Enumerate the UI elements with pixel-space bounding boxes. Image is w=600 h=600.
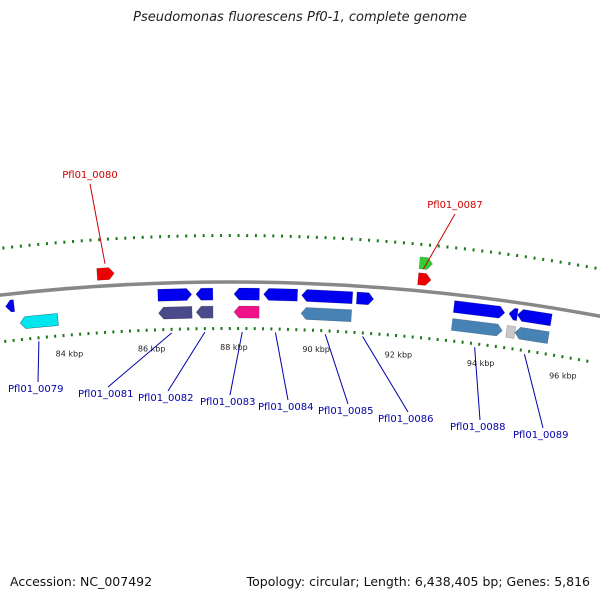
gene-label: Pfl01_0088 (450, 422, 506, 433)
accession-label: Accession: NC_007492 (10, 574, 153, 589)
inner-tick (577, 357, 581, 362)
gene-label: Pfl01_0084 (258, 402, 314, 413)
gene-label-leader (422, 213, 456, 270)
gene-arrow (195, 305, 214, 319)
gene-label: Pfl01_0086 (378, 414, 434, 425)
gene-arrow (19, 313, 59, 329)
kbp-label: 88 kbp (220, 343, 248, 352)
topology-summary: Topology: circular; Length: 6,438,405 bp… (246, 574, 590, 589)
gene-arrow (418, 256, 433, 270)
gene-label-leader (37, 341, 40, 383)
gene-arrow (450, 318, 503, 337)
gene-arrow (505, 325, 517, 339)
gene-arrow (452, 300, 506, 319)
gene-label: Pfl01_0087 (427, 200, 483, 211)
gene-label: Pfl01_0079 (8, 384, 64, 395)
inner-tick (561, 355, 564, 359)
gene-label-leader (229, 331, 243, 396)
gene-label: Pfl01_0089 (513, 430, 569, 441)
gene-arrow (96, 267, 115, 281)
gene-arrow (301, 289, 354, 305)
gene-label-leader (107, 332, 173, 388)
gene-label-leader (362, 336, 409, 413)
gene-label: Pfl01_0080 (62, 170, 118, 181)
gene-label: Pfl01_0082 (138, 393, 194, 404)
gene-label-leader (274, 332, 289, 401)
kbp-label: 86 kbp (138, 345, 166, 354)
kbp-label: 90 kbp (302, 345, 330, 354)
gene-label-leader (167, 331, 206, 392)
gene-arrow (300, 307, 353, 323)
gene-label-leader (474, 347, 481, 421)
inner-tick (586, 359, 589, 363)
gene-label-leader (324, 334, 349, 405)
outer-tick (576, 263, 580, 267)
genome-title: Pseudomonas fluorescens Pf0-1, complete … (133, 10, 467, 25)
gene-label: Pfl01_0083 (200, 397, 256, 408)
kbp-label: 84 kbp (56, 350, 84, 359)
gene-arrow (517, 309, 553, 327)
kbp-label: 96 kbp (549, 372, 577, 381)
inner-tick (569, 356, 572, 360)
gene-label: Pfl01_0081 (78, 389, 134, 400)
kbp-label: 92 kbp (385, 350, 413, 359)
gene-arrow (233, 287, 260, 301)
gene-arrow (157, 288, 193, 302)
outer-tick (585, 264, 589, 269)
gene-arrow (158, 306, 193, 320)
outer-tick (594, 266, 597, 270)
kbp-label: 94 kbp (467, 359, 495, 368)
gene-arrow (417, 272, 432, 286)
gene-arrow (233, 305, 260, 319)
gene-label: Pfl01_0085 (318, 406, 374, 417)
genome-backbone (0, 280, 600, 319)
gene-label-leader (89, 183, 106, 264)
gene-arrow (263, 288, 298, 302)
gene-label-leader (523, 354, 544, 429)
gene-arrow (508, 307, 519, 321)
gene-arrow (5, 299, 16, 313)
gene-arrow (355, 291, 375, 306)
gene-arrow (514, 326, 550, 344)
gene-arrow (195, 287, 214, 301)
